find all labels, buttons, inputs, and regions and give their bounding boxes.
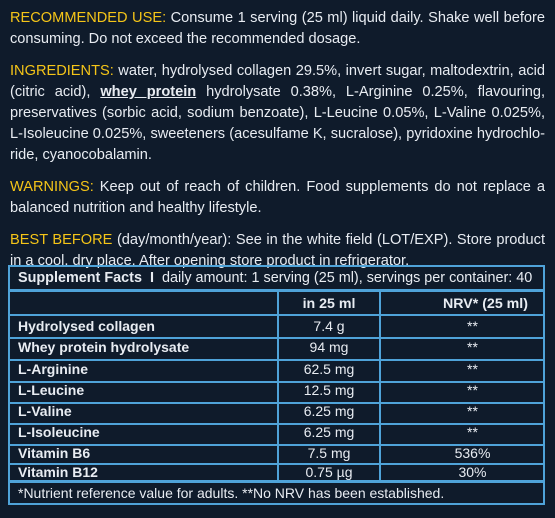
nutrient-amount: 62.5 mg (303, 361, 355, 377)
nutrient-nrv: ** (467, 339, 478, 355)
nutrient-nrv: 30% (458, 464, 487, 480)
whey-protein-allergen: whey protein (100, 84, 197, 100)
column-divider-1 (277, 292, 279, 480)
nutrient-name: L-Arginine (18, 361, 88, 377)
best-before-heading: BEST BEFORE (10, 232, 113, 248)
facts-subtitle: daily amount: 1 serving (25 ml), serving… (161, 270, 533, 286)
recommended-use-heading: RECOMMENDED USE: (10, 10, 167, 26)
nutrient-name: Vitamin B12 (18, 464, 98, 480)
ingredients-heading: INGREDIENTS: (10, 63, 114, 79)
nutrient-amount: 94 mg (309, 339, 349, 355)
row-rule (10, 381, 543, 383)
column-divider-2 (379, 292, 381, 480)
nutrient-name: Whey protein hydrolysate (18, 339, 190, 355)
row-rule (10, 463, 543, 465)
ingredients-paragraph: INGREDIENTS: water, hydrolysed collagen … (10, 61, 545, 166)
nutrient-nrv: ** (467, 424, 478, 440)
warnings-heading: WARNINGS: (10, 179, 94, 195)
nutrient-name: L-Leucine (18, 382, 85, 398)
nutrient-name: Hydrolysed collagen (18, 318, 155, 334)
warnings-text: Keep out of reach of children. Food supp… (10, 179, 545, 216)
recommended-use-paragraph: RECOMMENDED USE: Consume 1 serving (25 m… (10, 8, 545, 50)
column-header-amount: in 25 ml (302, 296, 356, 312)
ingredients-text-a: water, hydrolysed collagen 29.5%, invert… (10, 63, 545, 100)
nutrient-amount: 12.5 mg (303, 382, 355, 398)
recommended-use-text: Consume 1 serving (25 ml) liquid daily. … (10, 10, 545, 47)
header-rule (10, 289, 543, 292)
nutrient-nrv: ** (467, 361, 478, 377)
supplement-facts-table: Supplement Facts I daily amount: 1 servi… (8, 265, 545, 505)
nutrient-name: L-Valine (18, 403, 72, 419)
nutrient-amount: 7.4 g (313, 318, 345, 334)
row-rule (10, 359, 543, 361)
nutrient-name: L-Isoleucine (18, 424, 100, 440)
facts-footnote: *Nutrient reference value for adults. **… (18, 485, 445, 501)
nutrient-nrv: ** (467, 318, 478, 334)
nutrient-name: Vitamin B6 (18, 445, 91, 461)
nutrient-amount: 6.25 mg (303, 403, 355, 419)
row-rule (10, 314, 543, 316)
facts-separator: I (149, 270, 154, 286)
nutrient-amount: 7.5 mg (307, 445, 351, 461)
nutrient-nrv: 536% (454, 445, 491, 461)
nutrient-amount: 6.25 mg (303, 424, 355, 440)
footer-rule (10, 480, 543, 483)
ingredients-text-b: hydrolysate 0.38%, L-Arginine 0.25%, fla… (10, 84, 546, 163)
row-rule (10, 423, 543, 425)
nutrient-amount: 0.75 µg (305, 464, 353, 480)
column-header-nrv: NRV* (25 ml) (443, 296, 528, 312)
nutrient-nrv: ** (467, 382, 478, 398)
row-rule (10, 444, 543, 446)
row-rule (10, 402, 543, 404)
warnings-paragraph: WARNINGS: Keep out of reach of children.… (10, 177, 545, 219)
row-rule (10, 337, 543, 339)
facts-title-line: Supplement Facts I daily amount: 1 servi… (18, 270, 532, 286)
nutrient-nrv: ** (467, 403, 478, 419)
facts-title: Supplement Facts (18, 270, 142, 286)
